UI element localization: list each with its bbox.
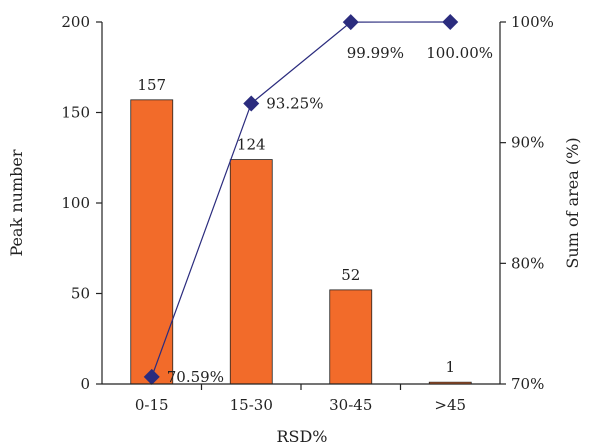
- x-tick-label-2: 15-30: [230, 396, 273, 414]
- left-tick-label-50: 50: [71, 285, 90, 303]
- right-tick-label-2: 90%: [511, 134, 544, 152]
- line-series: [143, 14, 459, 385]
- bar-series: [130, 99, 472, 385]
- line-marker-4: [442, 14, 459, 30]
- line-value-label-1: 70.59%: [167, 368, 224, 386]
- left-tick-label-200: 200: [61, 13, 90, 31]
- bar-value-label-1: 157: [137, 76, 166, 94]
- line-value-label-2: 93.25%: [266, 94, 323, 112]
- bar-3: [329, 289, 373, 385]
- x-tick-label-4: >45: [434, 396, 466, 414]
- left-tick-label-0: 0: [80, 375, 90, 393]
- right-tick-label-3: 100%: [511, 13, 554, 31]
- line-value-label-4: 100.00%: [426, 44, 493, 62]
- right-axis-title: Sum of area (%): [563, 137, 582, 268]
- x-tick-label-3: 30-45: [329, 396, 372, 414]
- bar-1: [130, 99, 174, 385]
- line-marker-2: [243, 95, 260, 112]
- line-value-label-3: 99.99%: [347, 44, 404, 62]
- bar-2: [229, 159, 273, 385]
- bar-value-label-2: 124: [237, 136, 266, 154]
- x-axis-title: RSD%: [276, 427, 327, 446]
- data-labels: 157 124 52 1 70.59% 93.25% 99.99% 100.00%: [137, 44, 493, 386]
- x-tick-label-1: 0-15: [135, 396, 169, 414]
- left-axis-title: Peak number: [7, 149, 26, 256]
- bar-value-label-4: 1: [445, 358, 455, 376]
- line-marker-3: [342, 14, 359, 31]
- line-marker-1: [143, 368, 160, 385]
- right-tick-label-1: 80%: [511, 254, 544, 272]
- left-tick-label-150: 150: [61, 104, 90, 122]
- right-tick-label-0: 70%: [511, 375, 544, 393]
- bar-value-label-3: 52: [341, 266, 360, 284]
- left-tick-label-100: 100: [61, 194, 90, 212]
- cumulative-line: [151, 21, 451, 378]
- axes: 0 50 100 150 200 70% 80% 90% 100% 0-15 15-30 30-45 >…: [61, 13, 554, 414]
